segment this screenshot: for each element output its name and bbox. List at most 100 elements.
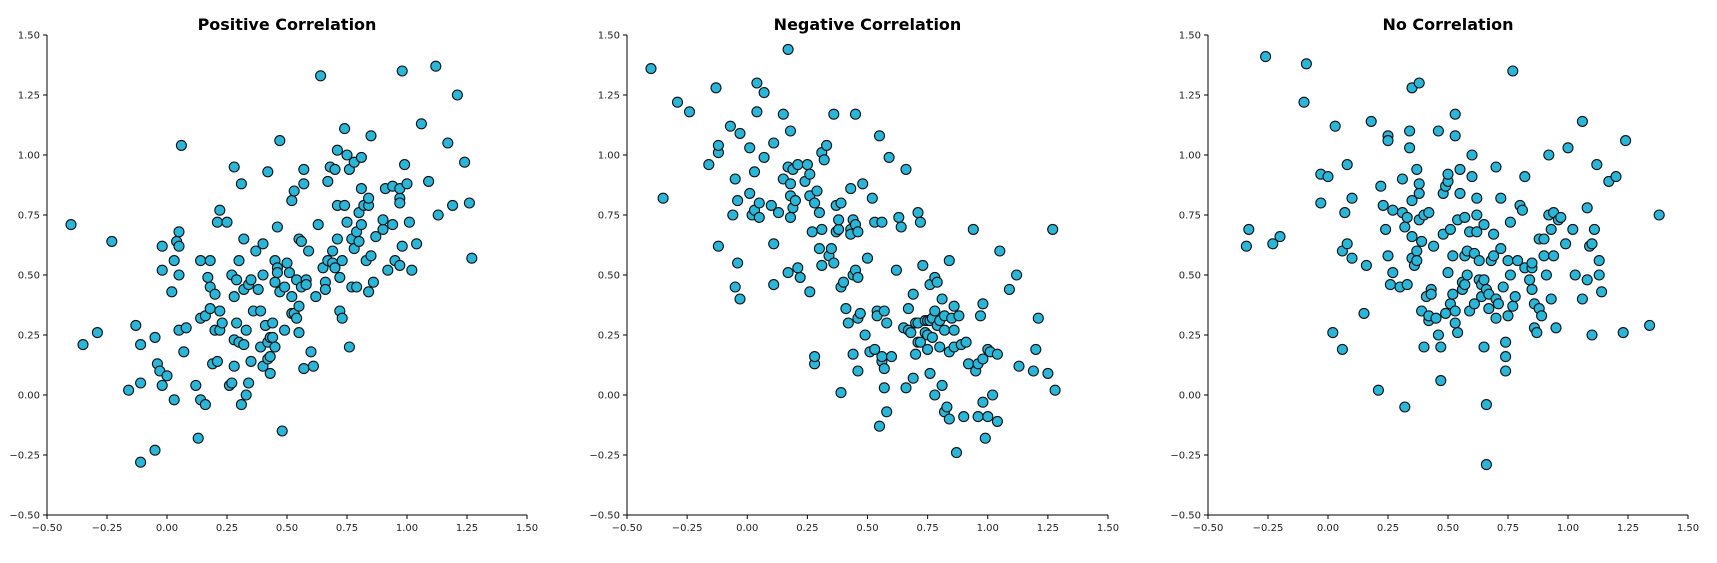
- scatter-point: [238, 339, 250, 351]
- scatter-point: [732, 195, 744, 207]
- scatter-point: [1372, 384, 1384, 396]
- scatter-point: [1653, 209, 1665, 221]
- scatter-point: [245, 355, 257, 367]
- scatter-point: [1593, 255, 1605, 267]
- scatter-point: [881, 406, 893, 418]
- scatter-point: [1581, 274, 1593, 286]
- scatter-point: [1502, 255, 1514, 267]
- scatter-point: [1428, 240, 1440, 252]
- scatter-point: [818, 154, 830, 166]
- scatter-point: [199, 399, 211, 411]
- scatter-point: [1384, 279, 1396, 291]
- scatter-point: [339, 123, 351, 135]
- scatter-point: [216, 317, 228, 329]
- scatter-point: [801, 159, 813, 171]
- scatter-point: [905, 327, 917, 339]
- scatter-point: [149, 331, 161, 343]
- scatter-point: [1399, 221, 1411, 233]
- scatter-point: [1049, 384, 1061, 396]
- scatter-point: [1406, 195, 1418, 207]
- scatter-point: [387, 219, 399, 231]
- scatter-point: [712, 139, 724, 151]
- scatter-point: [396, 240, 408, 252]
- x-tick-label: 1.00: [1557, 523, 1579, 534]
- scatter-point: [1418, 341, 1430, 353]
- scatter-point: [240, 389, 252, 401]
- scatter-point: [852, 226, 864, 238]
- scatter-point: [264, 367, 276, 379]
- scatter-point: [283, 267, 295, 279]
- x-tick-label: 1.50: [1677, 523, 1699, 534]
- scatter-point: [683, 106, 696, 118]
- scatter-point: [1507, 300, 1519, 312]
- scatter-point: [173, 240, 185, 252]
- scatter-point: [1315, 197, 1327, 209]
- scatter-point: [286, 195, 298, 207]
- scatter-point: [972, 411, 984, 423]
- scatter-point: [1267, 238, 1279, 250]
- scatter-point: [271, 267, 283, 279]
- scatter-point: [1576, 293, 1588, 305]
- y-tick-label: 0.50: [598, 271, 620, 282]
- scatter-point: [394, 259, 406, 271]
- scatter-point: [1449, 108, 1461, 120]
- scatter-point: [365, 130, 377, 142]
- scatter-point: [1032, 312, 1044, 324]
- scatter-point: [1591, 159, 1603, 171]
- scatter-point: [967, 223, 979, 235]
- scatter-point: [825, 243, 837, 255]
- scatter-point: [857, 178, 869, 190]
- scatter-point: [744, 187, 756, 199]
- scatter-point: [991, 348, 1003, 360]
- scatter-point: [866, 192, 878, 204]
- scatter-point: [1380, 223, 1392, 235]
- scatter-point: [1471, 192, 1483, 204]
- scatter-point: [1512, 255, 1524, 267]
- scatter-point: [1488, 228, 1500, 240]
- panel-title: No Correlation: [1382, 15, 1513, 34]
- scatter-point: [1336, 343, 1348, 355]
- scatter-point: [269, 341, 281, 353]
- scatter-point: [355, 219, 367, 231]
- scatter-point: [816, 259, 828, 271]
- scatter-point: [331, 144, 343, 156]
- scatter-point: [1411, 255, 1423, 267]
- scatter-point: [156, 379, 168, 391]
- y-tick-label: 1.50: [1179, 31, 1201, 42]
- scatter-point: [835, 387, 847, 399]
- scatter-point: [1488, 250, 1500, 262]
- scatter-point: [1545, 223, 1557, 235]
- scatter-point: [130, 319, 142, 331]
- scatter-point: [1401, 211, 1413, 223]
- scatter-point: [1432, 125, 1444, 137]
- scatter-point: [929, 305, 941, 317]
- scatter-point: [411, 238, 423, 250]
- scatter-point: [168, 255, 180, 267]
- scatter-point: [1483, 303, 1495, 315]
- scatter-point: [336, 255, 348, 267]
- scatter-point: [1495, 192, 1507, 204]
- scatter-point: [1416, 235, 1428, 247]
- scatter-point: [948, 324, 960, 336]
- x-tick-label: −0.25: [672, 523, 703, 534]
- scatter-point: [310, 291, 322, 303]
- scatter-point: [355, 183, 367, 195]
- scatter-point: [293, 300, 305, 312]
- scatter-point: [106, 235, 118, 247]
- scatter-point: [1387, 267, 1399, 279]
- scatter-point: [744, 142, 756, 154]
- scatter-point: [1003, 283, 1015, 295]
- scatter-point: [811, 185, 823, 197]
- scatter-point: [835, 197, 847, 209]
- scatter-point: [729, 281, 741, 293]
- scatter-point: [231, 317, 243, 329]
- scatter-point: [235, 399, 247, 411]
- scatter-point: [343, 341, 355, 353]
- scatter-point: [1444, 223, 1456, 235]
- scatter-point: [941, 401, 953, 413]
- scatter-point: [878, 305, 890, 317]
- scatter-point: [1576, 115, 1588, 127]
- scatter-point: [432, 209, 444, 221]
- scatter-point: [1644, 319, 1656, 331]
- scatter-point: [753, 197, 765, 209]
